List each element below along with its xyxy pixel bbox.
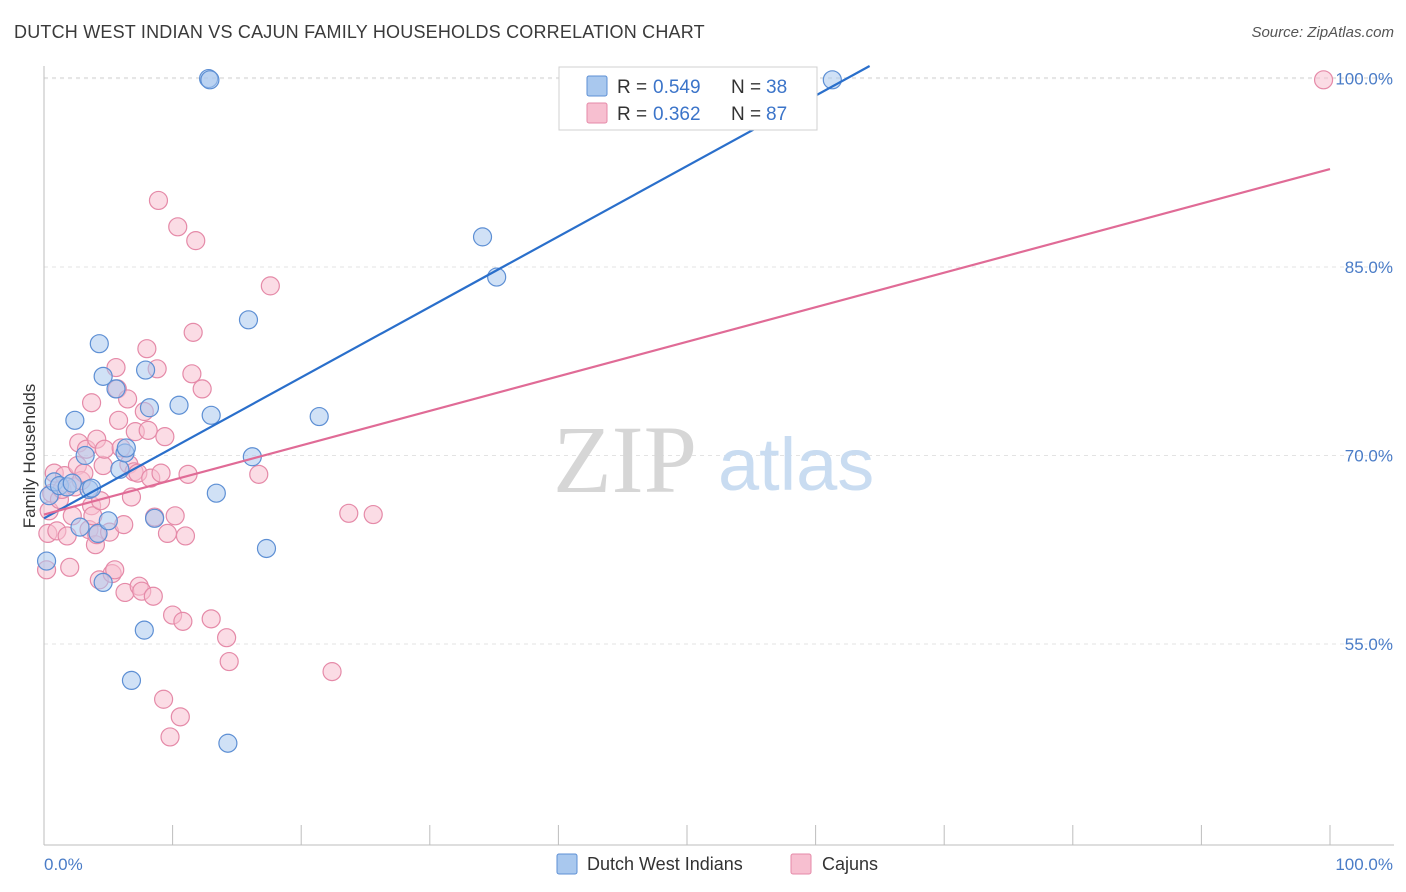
watermark-atlas: atlas xyxy=(718,423,874,506)
dutch-west-indians-point xyxy=(135,360,156,380)
cajuns-point xyxy=(138,420,158,440)
dutch-west-indians-point xyxy=(121,670,142,691)
cajuns-trend-line xyxy=(43,167,1331,516)
source-label: Source: ZipAtlas.com xyxy=(1251,24,1394,41)
cajuns-point xyxy=(186,231,206,251)
cajuns-point xyxy=(60,557,80,577)
cajuns-point xyxy=(182,364,202,384)
legend-r-value-1: 0.549 xyxy=(653,77,701,98)
cajuns-point xyxy=(108,410,129,430)
dutch-west-indians-trend-line xyxy=(43,65,871,520)
dutch-west-indians-point xyxy=(218,733,238,753)
tick-labels: 55.0% 70.0% 85.0% 100.0% 0.0% 100.0% xyxy=(44,70,1393,874)
cajuns-point xyxy=(173,611,193,631)
dutch-west-indians-point xyxy=(106,379,126,399)
cajuns-point xyxy=(322,662,342,682)
cajuns-point xyxy=(175,526,196,546)
dutch-west-indians-point xyxy=(98,511,118,531)
watermark-zip: ZIP xyxy=(553,406,697,513)
dutch-west-indians-point xyxy=(93,572,113,593)
dutch-west-indians-point xyxy=(139,398,160,418)
dutch-west-indians-point xyxy=(201,405,221,425)
cajuns-point xyxy=(165,506,185,526)
y-tick-label: 70.0% xyxy=(1345,447,1393,466)
dutch-west-indians-point xyxy=(89,334,109,354)
legend-swatch-blue xyxy=(586,75,608,97)
chart-title: DUTCH WEST INDIAN VS CAJUN FAMILY HOUSEH… xyxy=(14,22,705,42)
cajuns-point xyxy=(143,586,163,606)
legend-n-value-1: 38 xyxy=(766,77,787,98)
series-legend-swatch-blue xyxy=(556,853,578,875)
cajuns-point xyxy=(217,628,237,648)
cajuns-point xyxy=(168,217,188,237)
cajuns-point xyxy=(201,609,221,629)
x-tick-label-max: 100.0% xyxy=(1335,855,1393,874)
cajuns-point xyxy=(183,322,203,342)
dutch-west-indians-point xyxy=(256,538,277,559)
legend-r-label-1: R = xyxy=(617,77,647,98)
dutch-west-indians-point xyxy=(75,445,95,466)
cajuns-point xyxy=(137,339,157,359)
dutch-west-indians-point xyxy=(200,70,220,90)
trend-lines xyxy=(43,65,1331,520)
cajuns-point xyxy=(363,504,383,525)
cajuns-point xyxy=(170,707,190,727)
series-legend-swatch-pink xyxy=(790,853,812,875)
dutch-west-indians-point xyxy=(238,310,259,330)
dutch-west-indians-point xyxy=(62,473,82,493)
cajuns-point xyxy=(249,464,269,484)
series-legend: Dutch West Indians Cajuns xyxy=(556,853,878,875)
dutch-west-indians-point xyxy=(70,517,90,537)
dutch-west-indians-point xyxy=(169,395,189,415)
y-tick-label: 85.0% xyxy=(1345,258,1393,277)
dutch-west-indians-point xyxy=(65,410,85,430)
dutch-west-indians-points xyxy=(36,68,842,753)
series-legend-label-blue: Dutch West Indians xyxy=(587,854,743,874)
cajuns-point xyxy=(81,393,102,413)
dutch-west-indians-point xyxy=(88,523,108,544)
cajuns-point xyxy=(155,427,175,447)
legend-n-label-2: N = xyxy=(731,104,761,125)
cajuns-point xyxy=(94,439,115,459)
dutch-west-indians-point xyxy=(309,406,329,427)
stats-legend: R = 0.549 N = 38 R = 0.362 N = 87 xyxy=(558,66,818,131)
dutch-west-indians-point xyxy=(36,551,57,571)
dutch-west-indians-point xyxy=(206,483,226,503)
dutch-west-indians-point xyxy=(472,227,493,247)
legend-n-label-1: N = xyxy=(731,77,761,98)
cajuns-point xyxy=(260,276,280,296)
series-legend-label-pink: Cajuns xyxy=(822,854,878,874)
cajuns-point xyxy=(151,463,171,483)
legend-swatch-pink xyxy=(586,102,608,124)
y-axis-label: Family Households xyxy=(20,384,39,529)
legend-r-label-2: R = xyxy=(617,104,647,125)
dutch-west-indians-point xyxy=(93,366,113,386)
cajuns-point xyxy=(93,455,113,476)
axes xyxy=(43,66,1394,846)
dutch-west-indians-point xyxy=(134,620,154,640)
cajuns-point xyxy=(105,560,125,580)
cajuns-point xyxy=(153,689,174,709)
legend-n-value-2: 87 xyxy=(766,104,787,125)
legend-r-value-2: 0.362 xyxy=(653,104,701,125)
gridlines xyxy=(44,77,1394,645)
watermark: ZIP atlas xyxy=(553,406,874,513)
cajuns-point xyxy=(148,190,169,211)
x-tick-label-min: 0.0% xyxy=(44,855,83,874)
cajuns-point xyxy=(192,379,212,399)
dutch-west-indians-point xyxy=(144,508,165,528)
y-tick-label: 100.0% xyxy=(1335,70,1393,89)
dutch-west-indians-point xyxy=(116,438,136,458)
y-tick-label: 55.0% xyxy=(1345,635,1393,654)
cajuns-point xyxy=(160,727,180,747)
cajuns-point xyxy=(219,651,239,672)
cajuns-point xyxy=(157,523,178,544)
cajuns-point xyxy=(1313,70,1334,90)
cajuns-point xyxy=(339,503,359,523)
